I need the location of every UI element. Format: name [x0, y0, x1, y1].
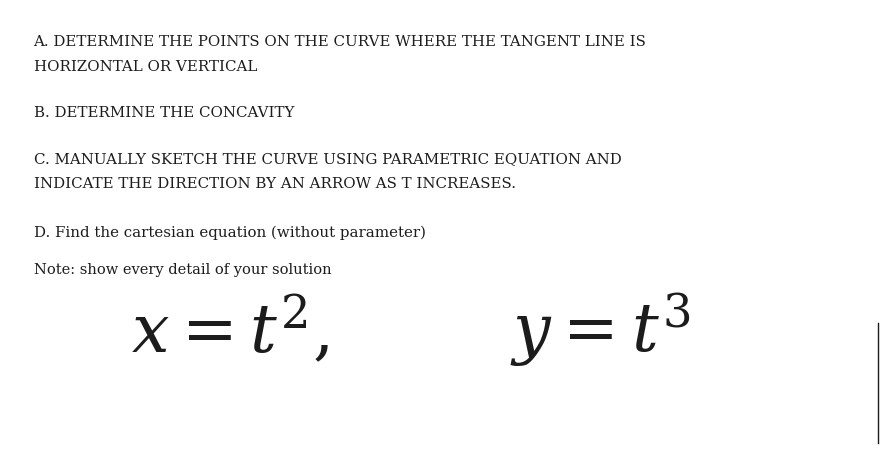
Text: A. DETERMINE THE POINTS ON THE CURVE WHERE THE TANGENT LINE IS: A. DETERMINE THE POINTS ON THE CURVE WHE… [34, 35, 646, 48]
Text: Note: show every detail of your solution: Note: show every detail of your solution [34, 263, 331, 277]
Text: INDICATE THE DIRECTION BY AN ARROW AS T INCREASES.: INDICATE THE DIRECTION BY AN ARROW AS T … [34, 177, 516, 191]
Text: B. DETERMINE THE CONCAVITY: B. DETERMINE THE CONCAVITY [34, 106, 294, 120]
Text: C. MANUALLY SKETCH THE CURVE USING PARAMETRIC EQUATION AND: C. MANUALLY SKETCH THE CURVE USING PARAM… [34, 152, 622, 166]
Text: $x = t^2,$: $x = t^2,$ [131, 293, 328, 366]
Text: D. Find the cartesian equation (without parameter): D. Find the cartesian equation (without … [34, 226, 426, 240]
Text: HORIZONTAL OR VERTICAL: HORIZONTAL OR VERTICAL [34, 60, 257, 74]
Text: $y = t^3$: $y = t^3$ [510, 290, 691, 369]
